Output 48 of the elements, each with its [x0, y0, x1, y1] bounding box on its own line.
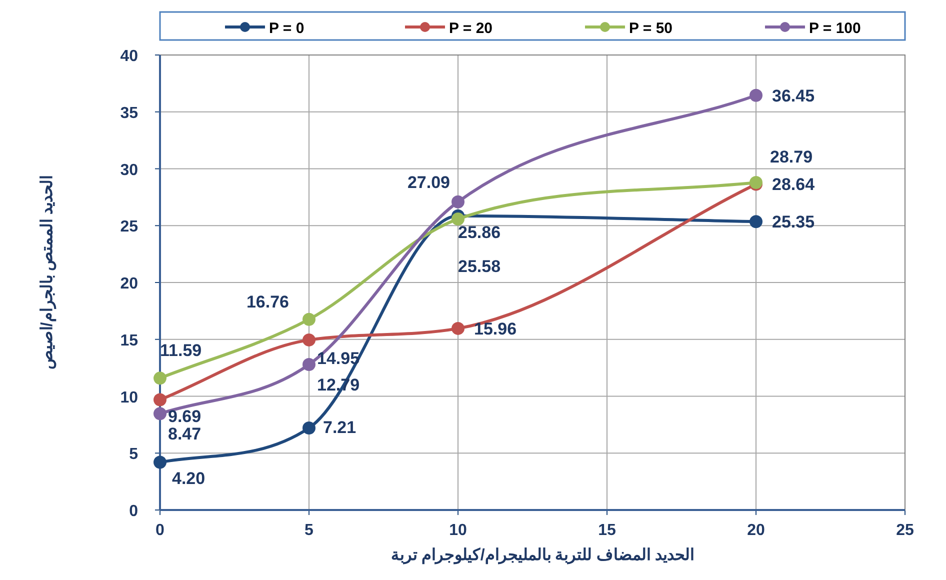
- data-label: 16.76: [246, 292, 289, 312]
- y-tick-label: 10: [120, 389, 138, 406]
- data-label: 11.59: [160, 341, 202, 360]
- point: [302, 421, 316, 434]
- y-tick-label: 30: [120, 162, 138, 179]
- y-tick-label: 20: [120, 276, 138, 292]
- data-label: 9.69: [168, 406, 202, 426]
- data-label: 25.86: [458, 222, 501, 242]
- data-label: 36.45: [772, 86, 815, 106]
- point: [750, 88, 762, 102]
- data-label: 28.79: [770, 148, 813, 167]
- point: [154, 393, 166, 406]
- data-label: 25.35: [772, 212, 815, 232]
- legend-label: P = 0: [269, 20, 304, 37]
- point: [750, 215, 762, 228]
- x-tick-label: 5: [304, 522, 314, 539]
- point: [154, 407, 166, 420]
- x-tick-label: 20: [747, 522, 765, 539]
- point: [452, 195, 464, 208]
- point: [452, 212, 464, 226]
- legend-label: P = 50: [629, 20, 673, 37]
- data-label: 4.20: [172, 469, 206, 488]
- x-tick-label: 15: [598, 522, 616, 539]
- data-label: 15.96: [474, 319, 517, 338]
- x-tick-label: 10: [449, 522, 467, 539]
- data-label: 27.09: [407, 172, 450, 192]
- y-tick-label: 15: [120, 332, 138, 350]
- legend-label: P = 100: [809, 20, 861, 37]
- data-label: 7.21: [323, 418, 356, 437]
- legend-label: P = 20: [449, 20, 493, 37]
- x-axis-title: الحديد المضاف للتربة بالمليجرام/كيلوجرام تربة: [390, 547, 694, 565]
- y-tick-label: 5: [129, 446, 138, 464]
- point: [452, 322, 464, 335]
- y-tick-label: 25: [120, 218, 138, 236]
- y-tick-label: 0: [129, 503, 138, 520]
- data-label: 28.64: [772, 175, 816, 194]
- point: [302, 312, 316, 326]
- point: [302, 333, 316, 346]
- x-tick-label: 25: [896, 522, 914, 539]
- point: [154, 372, 166, 385]
- data-label: 8.47: [168, 424, 202, 444]
- y-tick-label: 40: [120, 48, 138, 65]
- data-label: 25.58: [458, 257, 501, 276]
- y-tick-label: 35: [120, 104, 138, 122]
- point: [154, 456, 166, 469]
- x-tick-label: 0: [156, 522, 165, 539]
- point: [302, 358, 316, 372]
- y-axis-title: الحديد الممتص بالجرام/اصيص: [39, 175, 57, 370]
